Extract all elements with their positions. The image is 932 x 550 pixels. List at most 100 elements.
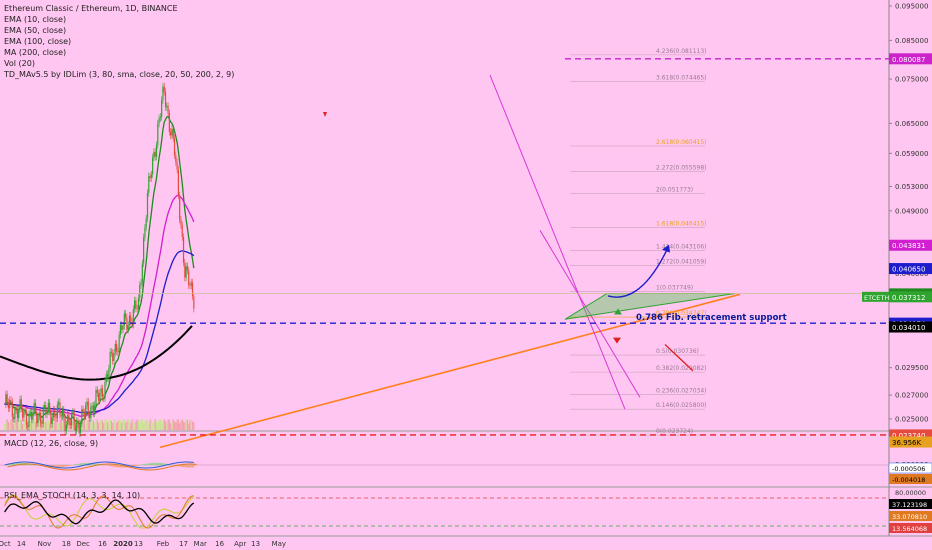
macd-histogram-bar xyxy=(161,463,163,466)
candle-body xyxy=(162,86,164,101)
candle-body xyxy=(78,423,80,434)
macd-histogram-bar xyxy=(81,463,83,466)
symbol-title[interactable]: Ethereum Classic / Ethereum, 1D, BINANCE xyxy=(4,4,178,13)
candle-body xyxy=(43,405,46,409)
candle-body xyxy=(69,421,71,426)
macd-line xyxy=(4,461,194,469)
rsi-value-box xyxy=(889,511,932,521)
volume-bar xyxy=(149,419,151,430)
volume-bar xyxy=(89,422,91,430)
volume-bar xyxy=(45,421,47,430)
candle-body xyxy=(158,118,160,124)
volume-bar xyxy=(174,421,176,430)
candle-body xyxy=(7,402,10,409)
candle-body xyxy=(114,343,116,353)
macd-histogram-bar xyxy=(113,465,115,467)
indicator-ema10[interactable]: EMA (10, close) xyxy=(4,15,67,24)
volume-bar xyxy=(56,420,58,430)
candle-body xyxy=(82,409,84,413)
volume-bar xyxy=(176,419,178,430)
macd-histogram-bar xyxy=(95,463,97,466)
volume-bar xyxy=(117,420,119,430)
candle-body xyxy=(64,417,66,432)
indicator-ma200[interactable]: MA (200, close) xyxy=(4,48,67,57)
candle-body xyxy=(32,412,34,420)
macd-histogram-bar xyxy=(183,465,185,468)
macd-histogram-bar xyxy=(150,463,152,466)
volume-bar xyxy=(193,422,195,430)
volume-bar xyxy=(189,420,191,430)
candle-body xyxy=(167,105,169,114)
macd-histogram-bar xyxy=(127,465,129,468)
indicator-td-ma[interactable]: TD_MAv5.5 by IDLim (3, 80, sma, close, 2… xyxy=(4,70,235,79)
macd-histogram-bar xyxy=(159,462,161,466)
volume-bar xyxy=(148,422,150,430)
candle-body xyxy=(130,315,132,322)
candle-body xyxy=(6,394,8,403)
candle-body xyxy=(41,423,43,425)
volume-bar xyxy=(131,419,133,430)
macd-histogram-bar xyxy=(11,463,13,466)
volume-bar xyxy=(33,419,35,430)
macd-signal-line xyxy=(7,463,197,471)
candle-body xyxy=(18,409,20,419)
candle-body xyxy=(19,399,21,410)
candle-body xyxy=(31,411,33,420)
candle-body xyxy=(189,285,191,286)
rsi-title[interactable]: RSI_EMA_STOCH (14, 3, 3, 14, 10) xyxy=(4,491,141,500)
candle-body xyxy=(108,368,110,379)
volume-bar xyxy=(13,423,15,430)
candle-body xyxy=(27,425,29,427)
volume-bar xyxy=(60,419,62,430)
candle-body xyxy=(50,411,52,424)
macd-signal-box xyxy=(889,474,932,484)
candle-body xyxy=(100,388,102,393)
candle-body xyxy=(121,325,123,330)
volume-bar xyxy=(16,421,19,430)
candle-body xyxy=(101,388,104,398)
volume-bar xyxy=(32,419,34,430)
volume-bar xyxy=(53,422,55,430)
ma200-line xyxy=(0,325,193,381)
y-tick-label: 0.049000 xyxy=(895,207,928,215)
ascending-trendline xyxy=(159,293,741,449)
rsi-ema-line xyxy=(4,499,195,525)
fib-label: 0.382(0.029082) xyxy=(656,365,707,372)
macd-histogram-bar xyxy=(86,462,88,466)
volume-bar xyxy=(168,419,170,430)
volume-bar xyxy=(94,423,96,430)
indicator-ema100[interactable]: EMA (100, close) xyxy=(4,37,72,46)
candle-body xyxy=(135,300,137,309)
candle-body xyxy=(155,144,158,157)
candle-body xyxy=(88,414,91,419)
x-tick-label: 14 xyxy=(17,540,26,548)
macd-histogram-bar xyxy=(181,465,183,467)
macd-histogram-bar xyxy=(85,462,87,466)
volume-bar xyxy=(4,424,6,430)
volume-bar xyxy=(153,420,155,430)
volume-bar xyxy=(47,420,49,430)
price-label: 0.080087 xyxy=(892,56,925,64)
indicator-ema50[interactable]: EMA (50, close) xyxy=(4,26,67,35)
chart-legend: Ethereum Classic / Ethereum, 1D, BINANCE… xyxy=(4,3,234,80)
price-label-box xyxy=(889,53,932,65)
candle-body xyxy=(173,138,176,156)
macd-histogram-bar xyxy=(68,465,70,466)
candle-body xyxy=(28,413,30,427)
volume-bar xyxy=(112,422,114,430)
macd-histogram-bar xyxy=(16,462,19,466)
candle-body xyxy=(45,405,47,415)
volume-bar xyxy=(109,419,111,430)
candle-body xyxy=(154,151,156,157)
candle-body xyxy=(25,411,28,426)
volume-bar xyxy=(190,419,192,430)
candle-body xyxy=(94,404,96,414)
indicator-volume[interactable]: Vol (20) xyxy=(4,59,35,68)
volume-bar xyxy=(184,422,186,430)
macd-title[interactable]: MACD (12, 26, close, 9) xyxy=(4,439,99,448)
macd-histogram-bar xyxy=(122,465,124,468)
macd-histogram-bar xyxy=(10,463,12,466)
volume-bar xyxy=(118,419,120,430)
macd-histogram-bar xyxy=(140,464,142,466)
y-tick-label: 0.095000 xyxy=(895,2,928,10)
